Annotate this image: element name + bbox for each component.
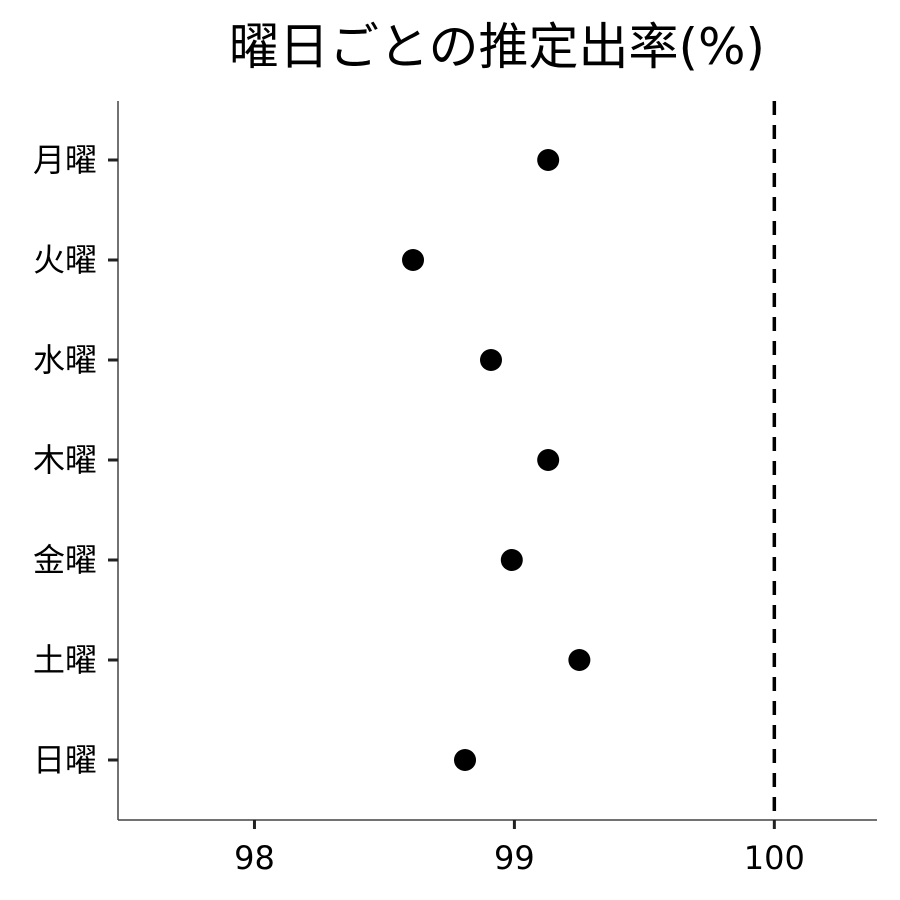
x-tick-label: 100 bbox=[744, 839, 805, 877]
y-tick-label: 木曜 bbox=[33, 441, 97, 479]
data-point bbox=[480, 349, 503, 371]
y-tick-label: 水曜 bbox=[33, 341, 97, 379]
data-point bbox=[402, 249, 425, 271]
data-point bbox=[500, 549, 523, 571]
x-tick-label: 98 bbox=[234, 839, 275, 877]
y-tick-label: 土曜 bbox=[33, 641, 97, 679]
data-point bbox=[537, 449, 560, 471]
data-point bbox=[537, 149, 560, 171]
y-tick-label: 火曜 bbox=[33, 241, 97, 279]
data-point bbox=[454, 749, 477, 771]
chart-title: 曜日ごとの推定出率(%) bbox=[229, 18, 765, 76]
y-tick-label: 日曜 bbox=[33, 741, 97, 779]
x-tick-label: 99 bbox=[494, 839, 535, 877]
y-tick-label: 金曜 bbox=[33, 541, 97, 579]
y-tick-label: 月曜 bbox=[33, 141, 97, 179]
data-point bbox=[568, 649, 591, 671]
